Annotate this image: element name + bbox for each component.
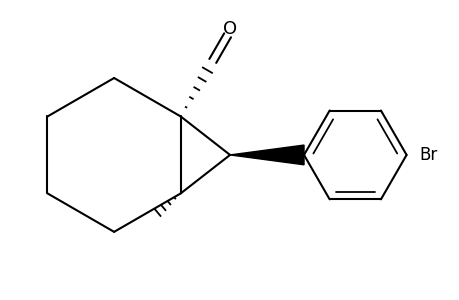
Polygon shape (230, 145, 303, 165)
Text: Br: Br (419, 146, 437, 164)
Text: O: O (223, 20, 237, 38)
